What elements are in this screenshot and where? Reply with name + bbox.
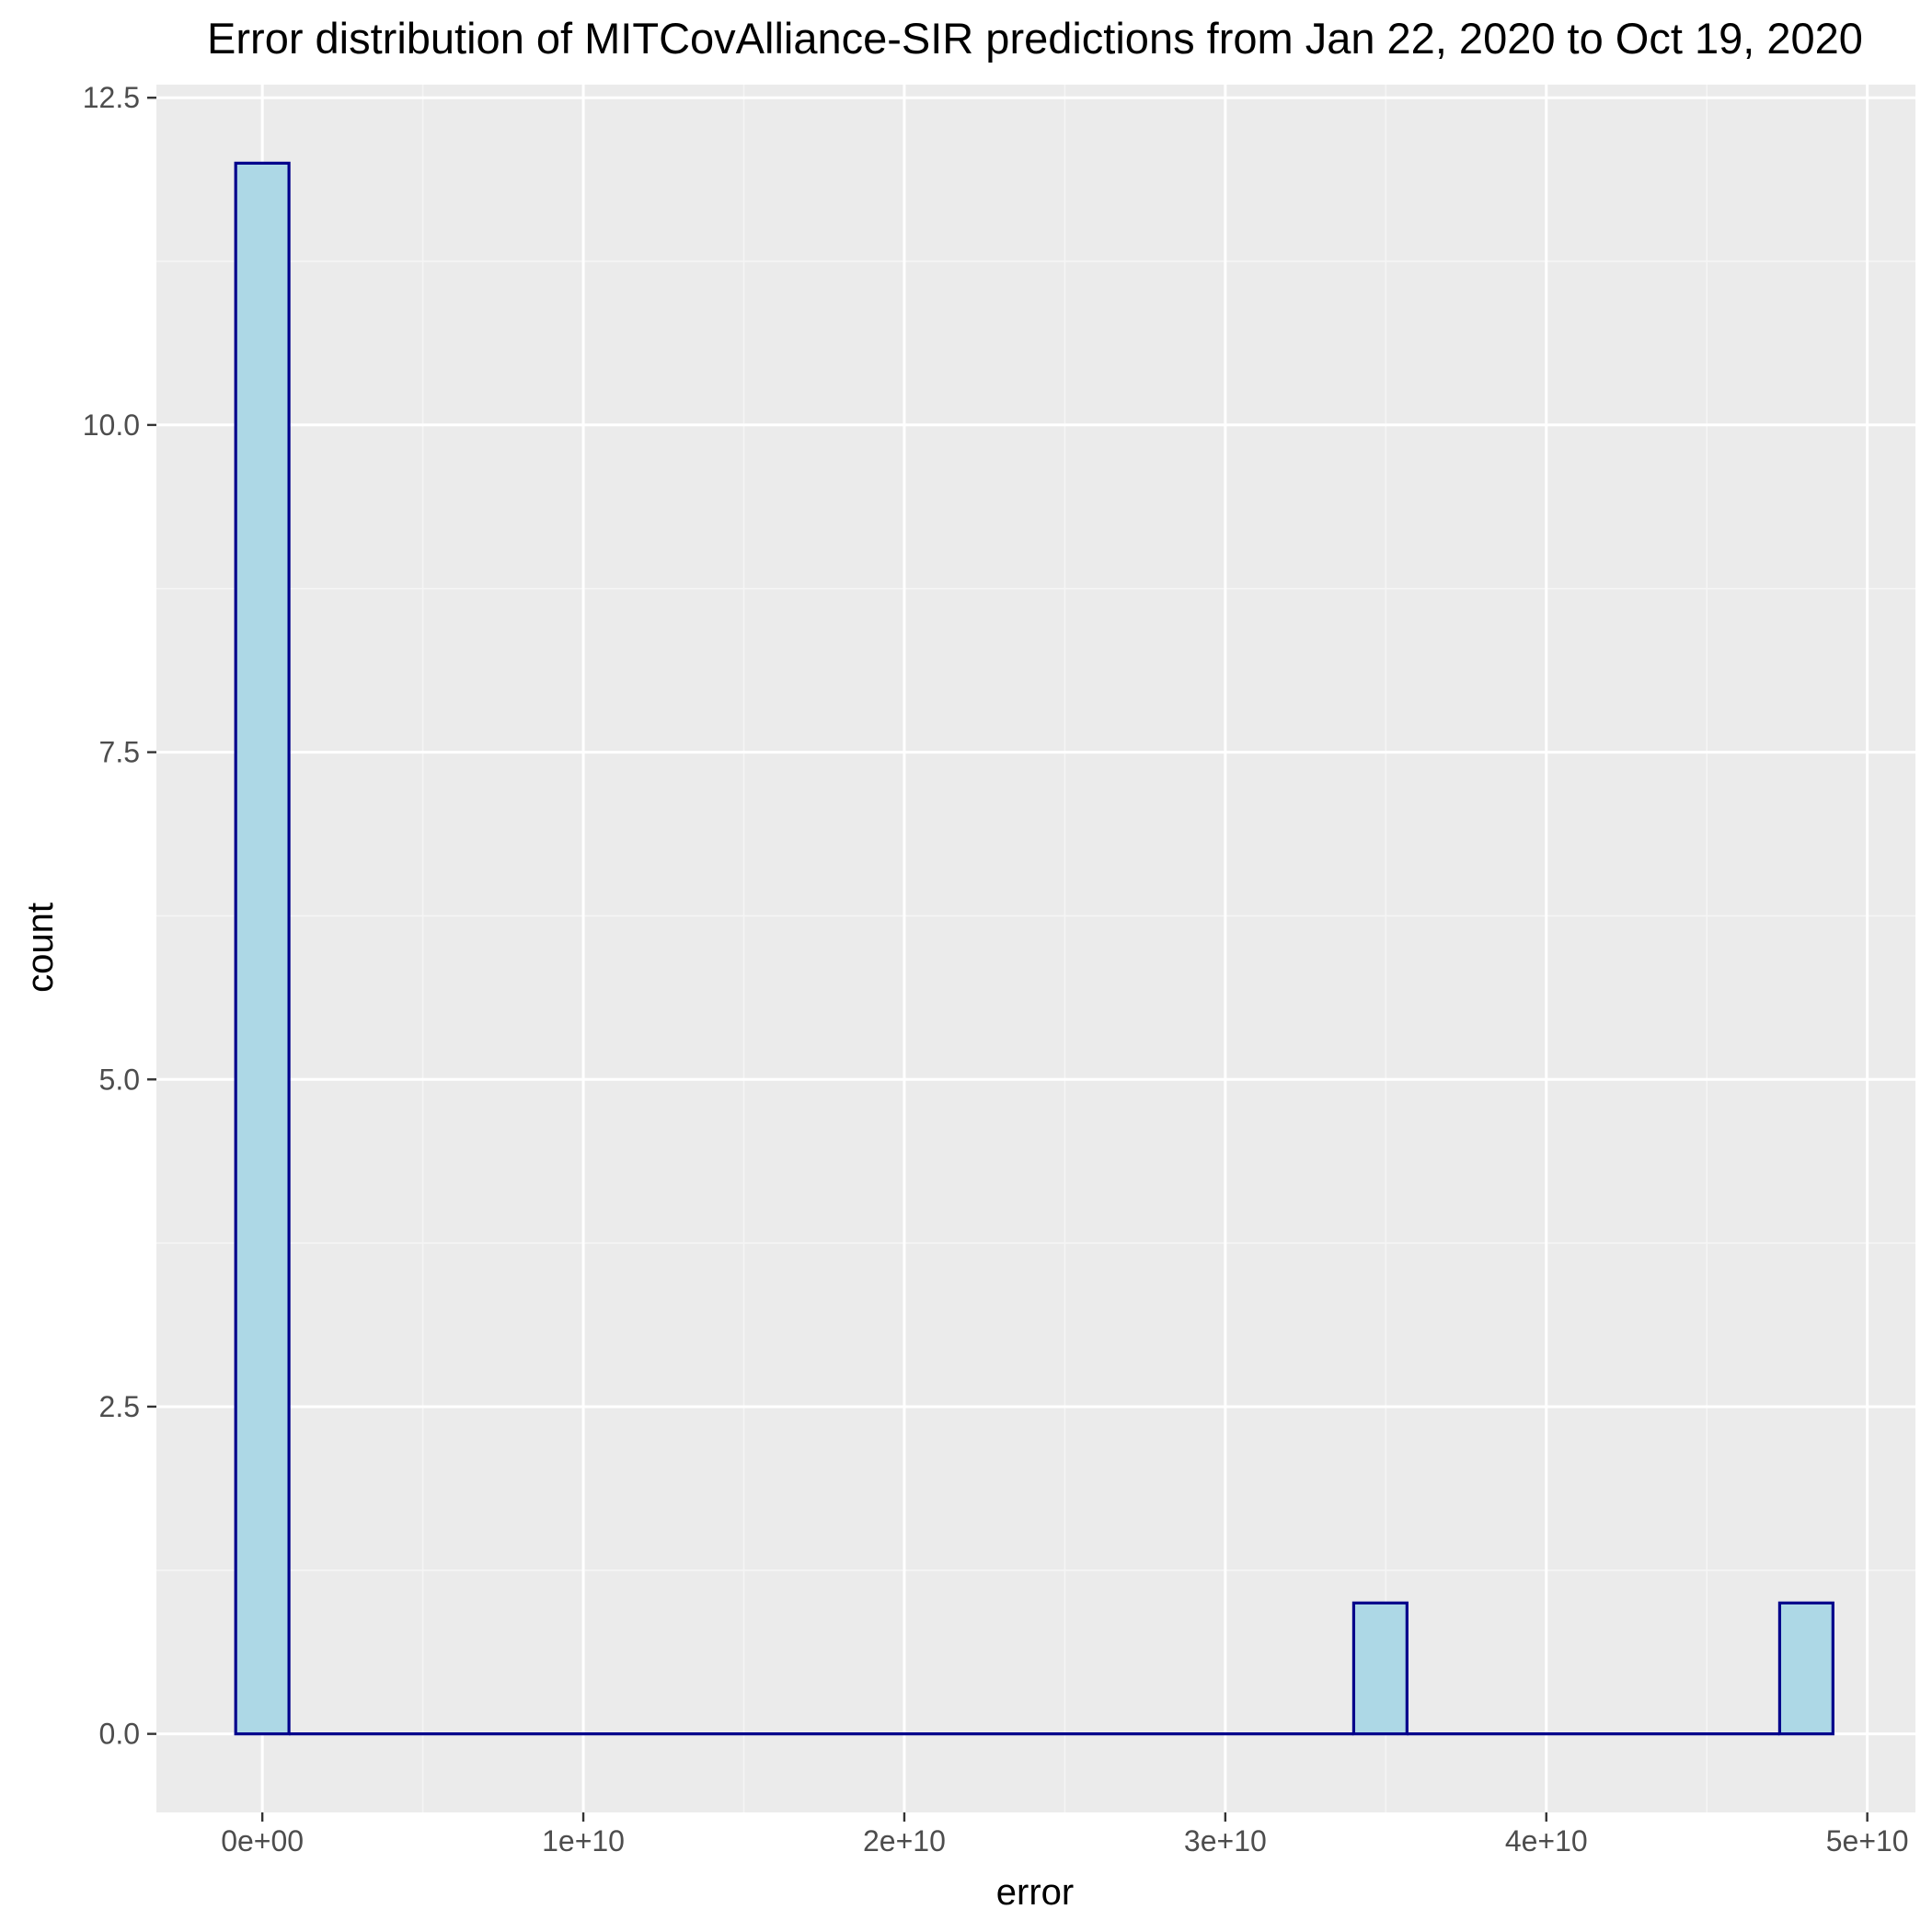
x-tick-label: 2e+10 [863,1824,946,1857]
y-tick-label: 5.0 [99,1063,140,1096]
y-tick-label: 12.5 [83,81,140,114]
histogram-bar [1351,1601,1409,1736]
histogram-bar [234,161,291,1736]
y-tick-label: 10.0 [83,408,140,442]
y-tick-label: 7.5 [99,736,140,769]
chart-title: Error distribution of MITCovAlliance-SIR… [207,14,1863,63]
histogram-bars [234,161,1834,1736]
x-axis-title: error [996,1872,1074,1913]
x-tick-label: 0e+00 [221,1824,304,1857]
y-tick-label: 0.0 [99,1718,140,1751]
panel-background [156,85,1915,1812]
x-tick-label: 4e+10 [1505,1824,1588,1857]
y-tick-label: 2.5 [99,1390,140,1423]
axes: 0e+00 1e+10 2e+10 3e+10 4e+10 5e+10 0.0 2.5 5.0 7… [83,81,1909,1857]
histogram-bar [1777,1601,1834,1736]
x-tick-label: 5e+10 [1826,1824,1909,1857]
plot-panel [156,85,1915,1812]
x-tick-label: 1e+10 [542,1824,625,1857]
y-axis-title: count [20,903,61,993]
x-tick-label: 3e+10 [1184,1824,1267,1857]
